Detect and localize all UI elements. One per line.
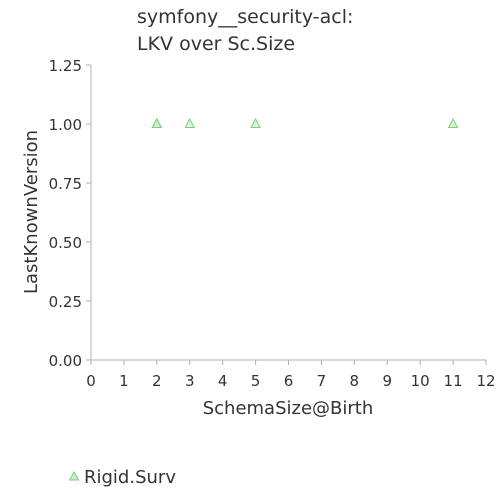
x-tick-label: 7 <box>317 372 327 390</box>
x-tick-label: 4 <box>218 372 228 390</box>
x-tick-label: 12 <box>476 372 495 390</box>
x-tick-label: 10 <box>411 372 430 390</box>
legend-label: Rigid.Surv <box>84 467 176 488</box>
x-tick-label: 9 <box>382 372 392 390</box>
x-tick-label: 11 <box>444 372 463 390</box>
x-tick-label: 8 <box>350 372 360 390</box>
x-tick-label: 1 <box>119 372 129 390</box>
x-tick-label: 3 <box>185 372 195 390</box>
legend-marker-icon <box>68 470 80 481</box>
y-tick-label: 0.00 <box>49 352 82 370</box>
y-tick-label: 0.50 <box>49 234 82 252</box>
tick-labels: 0.000.250.500.751.001.250 1 2 3 4 5 6 7 8 9 10 11 12 <box>49 57 496 390</box>
axes <box>86 64 487 365</box>
x-tick-label: 2 <box>152 372 162 390</box>
y-axis-label: LastKnownVersion <box>21 130 42 294</box>
x-tick-label: 0 <box>86 372 96 390</box>
x-axis-label: SchemaSize@Birth <box>203 398 374 419</box>
chart-title-line-1: symfony__security-acl: <box>137 6 354 28</box>
y-tick-label: 0.25 <box>49 293 82 311</box>
data-point <box>184 117 196 128</box>
data-points <box>151 117 459 128</box>
chart-title-line-2: LKV over Sc.Size <box>137 33 296 55</box>
y-tick-label: 1.00 <box>49 116 82 134</box>
legend: Rigid.Surv <box>68 467 176 488</box>
data-point <box>250 117 261 128</box>
data-point <box>151 117 163 128</box>
data-point <box>447 117 459 128</box>
y-tick-label: 1.25 <box>49 57 82 75</box>
x-tick-label: 6 <box>284 372 294 390</box>
y-tick-label: 0.75 <box>49 175 82 193</box>
x-tick-label: 5 <box>251 372 261 390</box>
